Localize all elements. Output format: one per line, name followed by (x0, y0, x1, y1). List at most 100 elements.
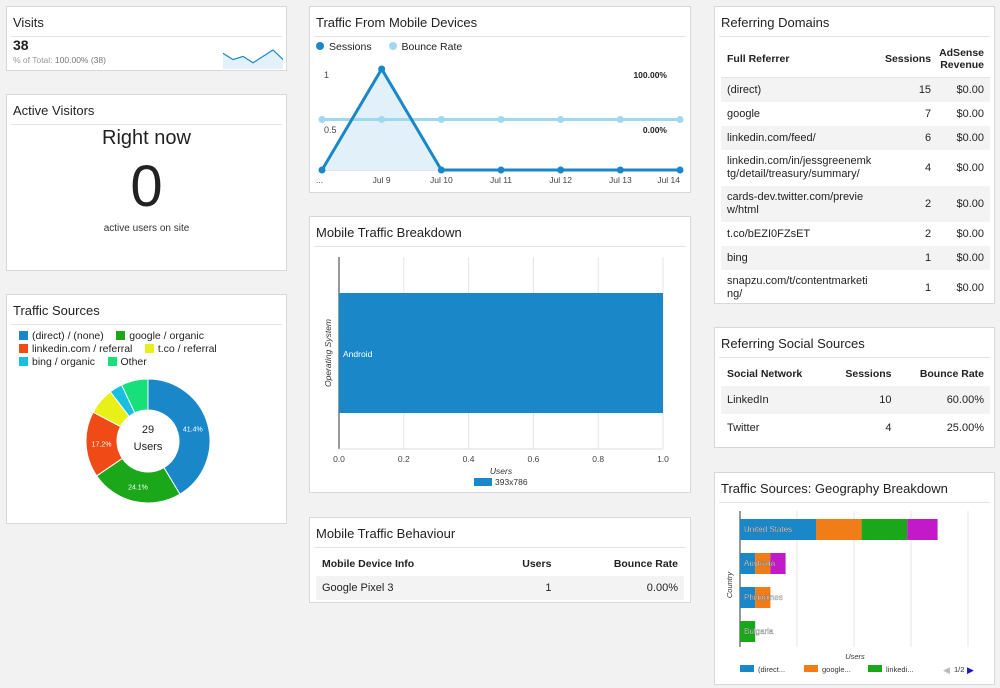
legend-dot (316, 42, 324, 50)
col-sessions[interactable]: Sessions (845, 368, 892, 380)
referrer-cell[interactable]: snapzu.com/t/contentmarketing/ (727, 275, 868, 300)
geo-title: Traffic Sources: Geography Breakdown (719, 473, 990, 503)
mobile-traffic-title: Traffic From Mobile Devices (314, 7, 686, 37)
sessions-point (557, 166, 565, 174)
y-right-top: 100.00% (633, 70, 667, 80)
referrer-cell[interactable]: t.co/bEZI0FZsET (727, 227, 811, 240)
revenue-cell: $0.00 (956, 198, 984, 210)
behaviour-title: Mobile Traffic Behaviour (314, 518, 686, 548)
col-bounce[interactable]: Bounce Rate (613, 558, 678, 570)
sessions-point (318, 166, 326, 174)
traffic-sources-card: Traffic Sources (direct) / (none) google… (6, 294, 287, 524)
legend-swatch (19, 331, 28, 340)
col-users[interactable]: Users (522, 558, 552, 570)
sessions-point (437, 166, 445, 174)
visits-sparkline (222, 49, 284, 69)
legend-dot (388, 42, 397, 50)
sessions-cell: 2 (924, 228, 932, 240)
stacked-bar-segment (740, 587, 756, 608)
slice-label: 41.4% (183, 427, 203, 434)
table-row: cards-dev.twitter.com/preview/html 2 $0.00 (721, 186, 990, 222)
legend-bounce-label: Bounce Rate (401, 41, 463, 53)
legend-item[interactable]: t.co / referral (144, 343, 217, 355)
network-cell: Twitter (727, 422, 760, 434)
domains-title: Referring Domains (719, 7, 990, 37)
mobile-traffic-chart: 1 0.5 100.00% 0.00%... Jul 9 Jul 10 Jul 11 Jul … (316, 65, 684, 185)
sessions-point (676, 166, 684, 174)
sessions-point (616, 166, 624, 174)
referrer-cell[interactable]: linkedin.com/in/jessgreenemktg/detail/tr… (727, 155, 872, 180)
x-tick-label: Jul 11 (490, 175, 512, 185)
x-axis-title: Users (490, 466, 513, 476)
table-row: t.co/bEZI0FZsET 2 $0.00 (721, 222, 990, 246)
col-revenue[interactable]: AdSense Revenue (939, 47, 984, 71)
donut-slice (120, 378, 149, 414)
col-device[interactable]: Mobile Device Info (322, 558, 415, 570)
network-cell: LinkedIn (727, 394, 769, 406)
legend-swatch (116, 331, 126, 340)
active-caption: active users on site (103, 223, 190, 234)
sessions-cell: 6 (924, 132, 932, 144)
visits-total-value: 100.00% (38) (54, 55, 106, 65)
x-tick-label: Jul 13 (609, 175, 632, 185)
breakdown-title: Mobile Traffic Breakdown (314, 217, 686, 247)
bounce-point (497, 116, 505, 123)
stacked-bar-segment (816, 519, 862, 540)
table-row: google 7 $0.00 (721, 102, 990, 126)
country-label: Bulgaria (744, 627, 774, 636)
x-tick-label: 0.0 (333, 454, 345, 464)
visits-total-label: % of Total: (13, 55, 53, 65)
bounce-point (378, 116, 386, 123)
slice-label: 24.1% (128, 484, 148, 491)
x-tick-label: 0.4 (463, 454, 475, 464)
geography-chart: United States Australia Philippines Bulgari… (725, 511, 974, 675)
sessions-cell: 2 (924, 198, 932, 210)
referrer-cell[interactable]: linkedin.com/feed/ (727, 131, 816, 144)
referring-domains-card: Referring Domains Full Referrer Sessions… (714, 6, 995, 304)
bar-label: Android (343, 349, 373, 359)
legend-label: Other (120, 356, 147, 368)
donut-center-value: 29 (141, 424, 155, 436)
table-row: Twitter 4 25.00% (721, 414, 990, 442)
x-tick-label: Jul 10 (430, 175, 453, 185)
legend-label: google... (822, 665, 851, 674)
y-right-mid: 0.00% (643, 125, 668, 135)
legend-item[interactable]: (direct) / (none) (19, 330, 104, 342)
referrer-cell[interactable]: cards-dev.twitter.com/preview/html (727, 191, 864, 216)
sessions-cell: 10 (879, 394, 892, 406)
legend-sessions[interactable]: Sessions (316, 41, 372, 53)
legend-label: (direct... (758, 665, 785, 674)
legend-label: google / organic (129, 330, 204, 342)
sources-title: Traffic Sources (11, 295, 282, 325)
active-visitors-card: Active Visitors Right now 0 active users… (6, 94, 287, 271)
bounce-point (557, 116, 565, 123)
col-referrer[interactable]: Full Referrer (727, 53, 790, 65)
visits-total: % of Total: 100.00% (38) (13, 55, 106, 65)
referrer-cell[interactable]: google (727, 107, 761, 120)
sessions-cell: 4 (885, 422, 892, 434)
x-tick-label: Jul 9 (373, 175, 391, 185)
country-label: Philippines (744, 593, 783, 602)
x-tick-label: 0.2 (398, 454, 410, 464)
legend-item[interactable]: linkedin.com / referral (19, 343, 132, 355)
stacked-bar-segment (861, 519, 908, 540)
col-sessions[interactable]: Sessions (884, 53, 932, 65)
legend-item[interactable]: google / organic (116, 330, 204, 342)
sessions-point (497, 166, 505, 174)
legend-item[interactable]: bing / organic (19, 356, 95, 368)
slice-label: 17.2% (92, 442, 112, 449)
col-network[interactable]: Social Network (727, 368, 803, 380)
legend-item[interactable]: Other (107, 356, 147, 368)
y-left-top: 1 (324, 70, 329, 80)
legend-swatch (19, 344, 28, 353)
legend-label: 393x786 (495, 477, 528, 487)
col-bounce[interactable]: Bounce Rate (919, 368, 984, 380)
revenue-cell: $0.00 (956, 162, 984, 174)
referrer-cell[interactable]: (direct) (727, 83, 762, 96)
stacked-bar-segment (740, 553, 756, 574)
social-table: Social Network Sessions Bounce Rate Link… (721, 362, 990, 442)
sessions-cell: 4 (924, 162, 932, 174)
legend-swatch (19, 357, 28, 366)
referrer-cell[interactable]: bing (727, 251, 748, 264)
legend-bounce[interactable]: Bounce Rate (388, 41, 463, 53)
